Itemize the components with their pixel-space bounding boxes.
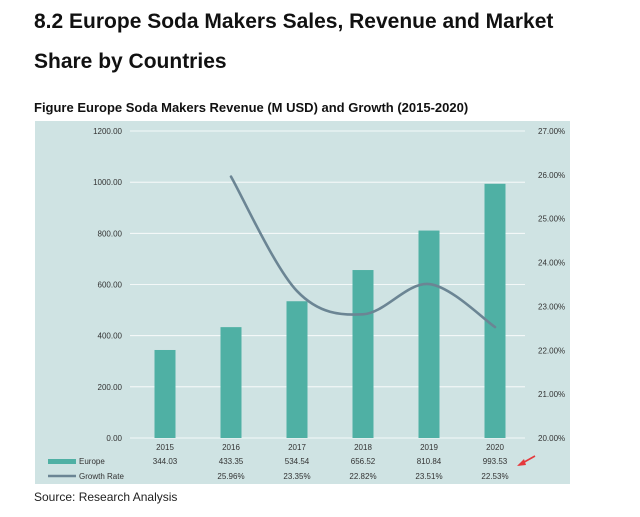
left-tick-label: 800.00	[98, 229, 123, 238]
left-tick-label: 400.00	[98, 332, 123, 341]
left-tick-label: 200.00	[98, 383, 123, 392]
bar-2020	[484, 183, 506, 438]
growth-rate-value-label: 23.35%	[283, 472, 310, 481]
section-title: 8.2 Europe Soda Makers Sales, Revenue an…	[34, 10, 554, 73]
growth-rate-line	[229, 175, 497, 329]
europe-value-label: 993.53	[483, 457, 508, 466]
annotation-layer	[517, 455, 536, 466]
right-tick-label: 24.00%	[538, 259, 565, 268]
bar-2016	[220, 327, 242, 438]
category-label: 2019	[420, 443, 438, 452]
source-note: Source: Research Analysis	[34, 490, 178, 504]
legend-label-europe: Europe	[79, 457, 105, 466]
europe-value-label: 656.52	[351, 457, 376, 466]
right-tick-label: 22.00%	[538, 346, 565, 355]
category-label: 2015	[156, 443, 174, 452]
bar-2017	[286, 301, 308, 438]
right-tick-label: 21.00%	[538, 390, 565, 399]
bar-2019	[418, 230, 440, 438]
right-tick-label: 25.00%	[538, 215, 565, 224]
europe-value-label: 810.84	[417, 457, 442, 466]
left-tick-label: 0.00	[106, 434, 122, 443]
right-tick-label: 27.00%	[538, 127, 565, 136]
growth-rate-value-label: 22.53%	[481, 472, 508, 481]
growth-rate-value-label: 22.82%	[349, 472, 376, 481]
right-axis: 20.00% 21.00% 22.00% 23.00% 24.00% 25.00% 26.0…	[538, 127, 565, 443]
bar-2015	[154, 349, 176, 438]
growth-rate-value-label: 25.96%	[217, 472, 244, 481]
category-label: 2018	[354, 443, 372, 452]
right-tick-label: 26.00%	[538, 171, 565, 180]
line-layer	[229, 175, 497, 329]
left-axis: 0.00 200.00 400.00 600.00 800.00 1000.00 1200.…	[93, 127, 122, 443]
annotation-arrow-head	[517, 459, 526, 466]
bars-layer	[154, 183, 506, 438]
right-tick-label: 20.00%	[538, 434, 565, 443]
right-tick-label: 23.00%	[538, 302, 565, 311]
figure-caption: Figure Europe Soda Makers Revenue (M USD…	[34, 100, 469, 115]
bar-2018	[352, 270, 374, 438]
category-label: 2020	[486, 443, 504, 452]
category-label: 2016	[222, 443, 240, 452]
europe-value-label: 433.35	[219, 457, 244, 466]
data-table: 2015 2016 2017 2018 2019 2020 Europe Growth Rat…	[48, 443, 509, 481]
growth-rate-value-label: 23.51%	[415, 472, 442, 481]
legend-swatch-europe	[48, 459, 76, 464]
left-tick-label: 600.00	[98, 281, 123, 290]
grid-layer	[130, 130, 525, 439]
category-label: 2017	[288, 443, 306, 452]
europe-value-label: 344.03	[153, 457, 178, 466]
europe-value-label: 534.54	[285, 457, 310, 466]
left-tick-label: 1200.00	[93, 127, 122, 136]
legend-label-growth-rate: Growth Rate	[79, 472, 124, 481]
left-tick-label: 1000.00	[93, 178, 122, 187]
